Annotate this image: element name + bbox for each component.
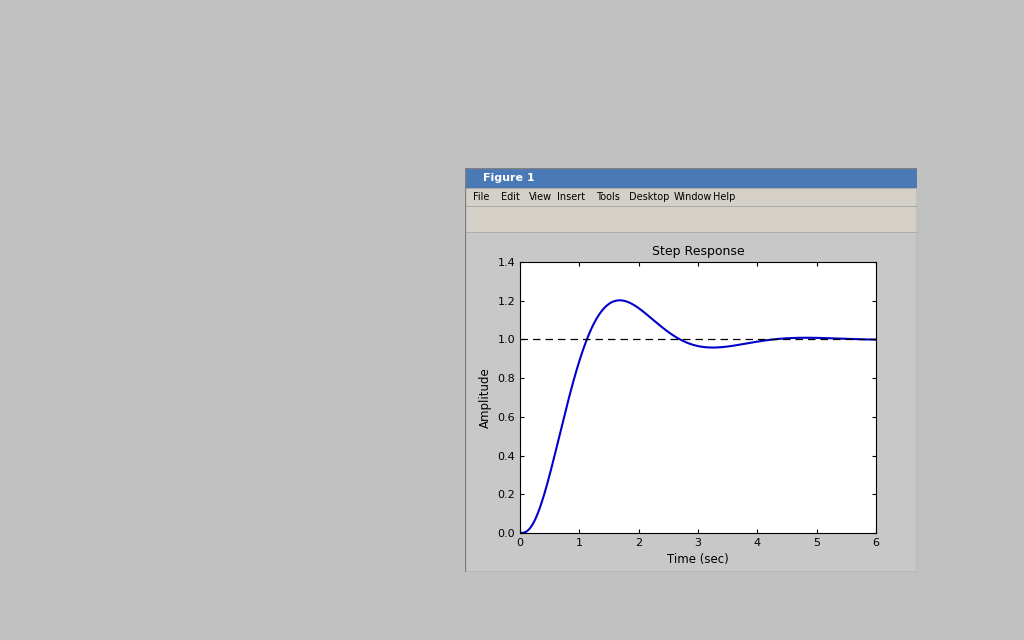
Text: Desktop: Desktop bbox=[630, 192, 670, 202]
Bar bbox=[465, 188, 918, 206]
Text: View: View bbox=[529, 192, 552, 202]
Text: Edit: Edit bbox=[501, 192, 520, 202]
Text: Window: Window bbox=[674, 192, 713, 202]
Y-axis label: Amplitude: Amplitude bbox=[479, 367, 492, 428]
Text: Help: Help bbox=[713, 192, 735, 202]
Text: Figure 1: Figure 1 bbox=[483, 173, 535, 183]
Text: Insert: Insert bbox=[557, 192, 585, 202]
Bar bbox=[465, 168, 918, 188]
Title: Step Response: Step Response bbox=[651, 245, 744, 258]
Bar bbox=[465, 206, 918, 232]
Text: Tools: Tools bbox=[596, 192, 620, 202]
Text: File: File bbox=[473, 192, 489, 202]
X-axis label: Time (sec): Time (sec) bbox=[667, 554, 729, 566]
Bar bbox=[465, 232, 918, 572]
